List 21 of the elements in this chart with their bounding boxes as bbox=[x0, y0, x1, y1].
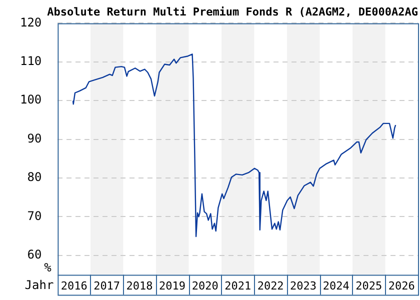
y-tick-label: 80 bbox=[27, 170, 42, 184]
x-tick-label: 2026 bbox=[388, 279, 415, 292]
x-tick-label: 2025 bbox=[356, 279, 382, 292]
x-tick-label: 2019 bbox=[159, 279, 186, 292]
y-tick-label: 120 bbox=[20, 15, 42, 30]
x-tick-label: 2020 bbox=[192, 279, 218, 292]
y-axis-title: % bbox=[44, 260, 52, 275]
y-tick-label: 100 bbox=[20, 92, 42, 107]
x-tick-label: 2023 bbox=[290, 279, 317, 292]
y-tick-label: 60 bbox=[27, 248, 42, 262]
y-tick-label: 90 bbox=[27, 131, 42, 146]
y-tick-label: 70 bbox=[27, 208, 42, 223]
x-tick-label: 2022 bbox=[257, 279, 284, 292]
chart-title: Absolute Return Multi Premium Fonds R (A2AGM2, DE000A2AG bbox=[47, 5, 418, 18]
x-tick-label: 2016 bbox=[60, 279, 88, 292]
x-axis-title: Jahr bbox=[24, 278, 54, 292]
x-tick-label: 2018 bbox=[126, 279, 153, 292]
x-tick-label: 2021 bbox=[224, 279, 252, 292]
x-tick-label: 2017 bbox=[94, 279, 120, 292]
y-tick-label: 110 bbox=[20, 54, 42, 68]
x-tick-label: 2024 bbox=[322, 279, 350, 292]
